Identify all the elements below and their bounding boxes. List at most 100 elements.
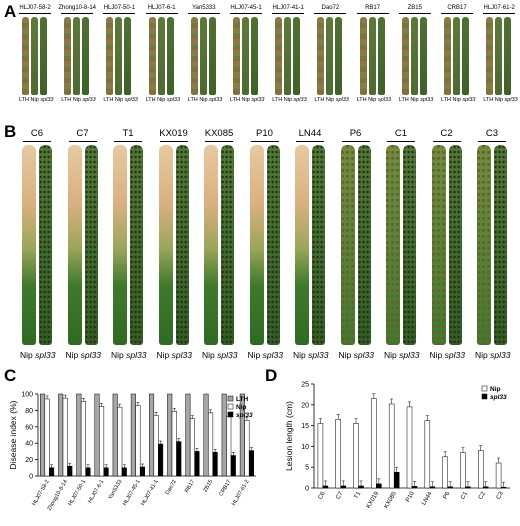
lth-label: LTH [230,97,240,103]
x-tick-label: C7 [335,490,344,500]
x-tick-label: Yan5333 [107,479,123,501]
bar-nip [406,406,413,489]
nip-label: Nip [114,97,124,103]
nip-label: Nip [30,97,39,103]
bar-lth [112,393,118,477]
spl33-leaf-image [124,17,132,95]
spl33-leaf-image [221,145,234,345]
spl33-label: spl33 [124,97,138,103]
bar-spl33 [483,486,489,489]
leaf-sublabels: LTH Nip spl33 [146,97,180,103]
isolate-label: HLJ07-41-1 [272,5,304,11]
bar-spl33 [230,455,236,477]
leaf-sublabels: Nip spl33 [202,350,237,360]
y-tick-label: 60 [25,424,33,431]
legend-label: Nip [490,386,501,393]
legend-label: LTH [236,396,248,403]
nip-label: Nip [410,97,419,103]
isolate-underline [145,13,178,14]
lth-leaf-image [233,17,240,95]
race-underline [387,141,415,142]
leaf-sublabels: Nip spl33 [248,350,283,360]
spl33-leaf-image [39,145,52,345]
nip-leaf-image [204,145,218,345]
leaf-sublabels: Nip spl33 [157,350,192,360]
race-label: C7 [76,128,89,139]
lth-leaf-image [359,17,367,95]
leaf-sublabels: LTH Nip spl33 [441,97,475,103]
bar-nip [62,397,68,477]
bar-spl33 [194,451,200,477]
bar-spl33 [393,471,400,489]
lth-label: LTH [61,97,72,103]
leaf-sublabels: LTH Nip spl33 [357,97,391,103]
bar-lth [40,393,46,477]
x-tick-label: Dao72 [165,479,178,496]
x-tick-label: C1 [460,490,469,500]
nip-label: Nip [384,350,397,360]
leaf-sublabels: Nip spl33 [111,350,146,360]
spl33-leaf-image [357,145,371,345]
bar-lth [76,393,82,477]
y-tick-label: 80 [25,408,33,415]
nip-leaf-image [386,145,400,345]
isolate-underline [103,13,136,14]
lth-label: LTH [314,97,325,103]
spl33-label: spl33 [353,350,374,360]
race-underline [114,141,142,142]
panel-label-d: D [265,366,278,385]
x-tick-label: C2 [478,490,487,500]
spl33-label: spl33 [171,350,192,360]
isolate-label: ZB15 [407,5,422,11]
bar-nip [44,398,50,477]
y-tick-label: 15 [301,423,309,430]
nip-leaf-image [22,145,36,345]
lth-leaf-image [486,17,494,95]
spl33-leaf-image [166,17,174,95]
lth-label: LTH [356,97,367,103]
nip-label: Nip [247,350,261,360]
bar-spl33 [429,486,436,489]
isolate-label: Dao72 [321,5,340,11]
spl33-label: spl33 [504,97,518,103]
nip-leaf-image [249,145,264,345]
lth-leaf-image [64,17,72,95]
bar-nip [244,419,250,477]
x-tick-label: CRB17 [218,479,232,497]
bar-nip [135,405,141,477]
spl33-label: spl33 [420,97,434,103]
bar-nip [99,406,105,477]
y-tick-label: 0 [305,486,309,493]
spl33-label: spl33 [399,350,420,360]
lth-leaf-image [444,17,451,95]
isolate-underline [19,13,51,14]
spl33-leaf-image [504,17,512,95]
nip-label: Nip [452,97,461,103]
spl33-label: spl33 [490,350,511,360]
nip-leaf-image [115,17,123,95]
bar-spl33 [322,485,329,489]
isolate-label: HLJ07-58-2 [19,5,51,11]
bar-lth [149,393,155,477]
x-tick-label: T1 [354,490,363,500]
nip-label: Nip [293,350,306,360]
spl33-leaf-image [84,145,98,345]
race-underline [159,141,188,142]
bar-nip [153,415,159,477]
spl33-label: spl33 [166,97,181,103]
nip-label: Nip [368,97,377,103]
bar-spl33 [358,485,364,489]
bar-nip [208,412,214,477]
isolate-underline [483,13,516,14]
isolate-underline [314,13,347,14]
race-label: C2 [440,128,453,139]
bar-lth [94,393,100,477]
legend-label: spl33 [490,394,507,401]
bar-lth [185,393,191,477]
bar-nip [317,423,324,489]
spl33-label: spl33 [251,97,265,103]
nip-leaf-image [495,17,503,95]
leaf-sublabels: Nip spl33 [293,350,328,360]
isolate-label: Yan5333 [192,5,216,11]
